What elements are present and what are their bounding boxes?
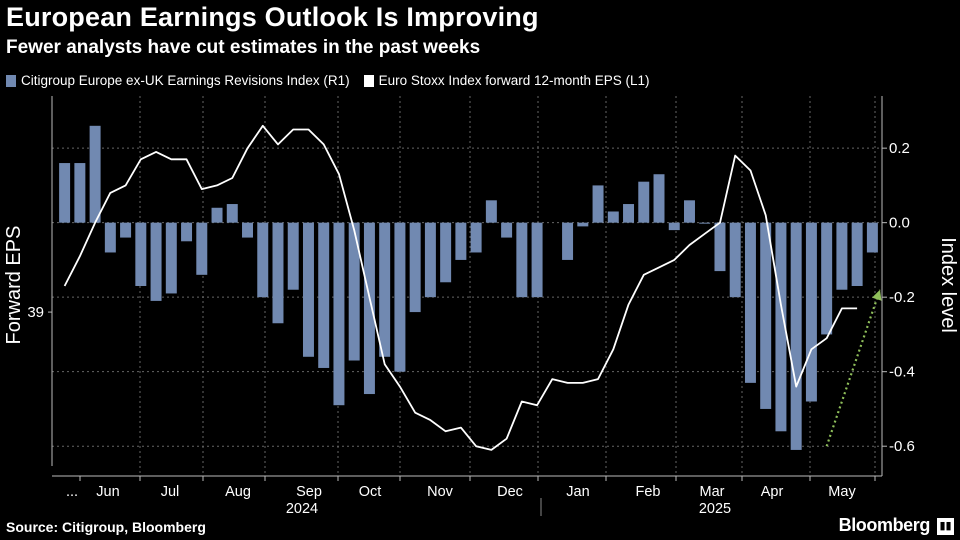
bar: [379, 222, 391, 357]
right-tick-label: -0.6: [889, 438, 915, 455]
bar: [74, 163, 86, 223]
bar: [120, 222, 132, 238]
bar: [592, 185, 604, 223]
x-tick-label: Dec: [497, 484, 523, 500]
year-label-2024: 2024: [286, 501, 318, 517]
bar: [501, 222, 513, 238]
bar: [242, 222, 253, 238]
x-tick-label: Jul: [161, 484, 180, 500]
legend-swatch-bars: [6, 74, 16, 87]
right-tick-label: -0.2: [889, 289, 915, 306]
bar: [775, 222, 787, 432]
bar: [653, 174, 665, 223]
bar: [760, 222, 772, 409]
bar: [318, 222, 330, 368]
legend-swatch-line: [363, 74, 374, 87]
left-axis-title: Forward EPS: [3, 226, 25, 345]
bar: [744, 222, 756, 383]
x-tick-label: Jan: [566, 484, 589, 500]
bar: [440, 222, 452, 283]
bar: [607, 211, 619, 223]
bar: [623, 204, 635, 223]
x-tick-label: Aug: [225, 484, 251, 500]
right-tick-label: 0.2: [889, 140, 910, 157]
bar: [455, 222, 467, 260]
bar: [790, 222, 802, 450]
bar: [181, 222, 193, 242]
x-tick-label: Feb: [636, 484, 661, 500]
bar: [333, 222, 345, 406]
bar: [348, 222, 360, 361]
legend-label-line: Euro Stoxx Index forward 12-month EPS (L…: [378, 73, 650, 88]
bar: [150, 222, 162, 301]
source-note: Source: Citigroup, Bloomberg: [6, 519, 206, 535]
bar: [714, 222, 726, 272]
bar: [104, 222, 116, 253]
x-tick-label: Nov: [427, 484, 454, 500]
bar: [638, 181, 650, 223]
right-axis-title: Index level: [937, 237, 959, 333]
trend-arrow-line: [825, 289, 882, 447]
left-tick-label: 39: [27, 304, 44, 321]
x-tick-label: May: [828, 484, 856, 500]
bar: [211, 207, 223, 223]
bar: [302, 222, 314, 357]
x-tick-label: Sep: [296, 484, 322, 500]
bar: [196, 222, 208, 275]
chart-title: European Earnings Outlook Is Improving: [6, 2, 539, 32]
bar: [531, 222, 543, 298]
x-tick-label: Apr: [761, 484, 784, 500]
bar: [287, 222, 299, 290]
bar: [851, 222, 863, 286]
bar: [684, 200, 695, 223]
bar: [821, 222, 833, 335]
bar: [485, 200, 497, 223]
eps-line: [63, 124, 858, 451]
x-tick-label: Mar: [700, 484, 725, 500]
legend-item-bars: Citigroup Europe ex-UK Earnings Revision…: [6, 73, 350, 88]
right-tick-label: 0.0: [889, 215, 910, 232]
legend-label-bars: Citigroup Europe ex-UK Earnings Revision…: [21, 73, 350, 88]
bar: [394, 222, 406, 372]
legend-item-line: Euro Stoxx Index forward 12-month EPS (L…: [363, 73, 650, 88]
bar: [165, 222, 177, 294]
x-tick-label: ...: [66, 484, 78, 500]
bloomberg-terminal-icon: ▮▮: [937, 518, 954, 535]
x-tick-label: Jun: [96, 484, 119, 500]
bar: [89, 125, 101, 223]
bar: [226, 204, 238, 223]
bar: [272, 222, 284, 324]
year-label-2025: 2025: [699, 501, 731, 517]
axes-layer: 39 0.2 0.0 -0.2 -0.4 -0.6... Jun Jul Aug Sep Oct No…: [3, 96, 959, 517]
bars-layer: [59, 125, 878, 450]
right-tick-label: -0.4: [889, 364, 915, 381]
bar: [59, 163, 71, 223]
line-layer: [63, 124, 858, 451]
bar: [562, 222, 574, 260]
bar: [866, 222, 878, 253]
bar: [668, 222, 680, 231]
bar: [729, 222, 741, 298]
bar: [699, 222, 711, 224]
bar: [409, 222, 421, 313]
bar: [516, 222, 528, 298]
chart-subtitle: Fewer analysts have cut estimates in the…: [6, 37, 481, 58]
bar: [836, 222, 848, 290]
x-tick-label: Oct: [359, 484, 382, 500]
bar: [424, 222, 436, 298]
bar: [577, 222, 589, 227]
bar: [805, 222, 817, 402]
bar: [470, 222, 482, 253]
bar: [257, 222, 269, 298]
bar: [363, 222, 375, 395]
brand-logo: Bloomberg: [838, 515, 931, 535]
bar: [135, 222, 147, 286]
annotation-layer: [825, 289, 882, 447]
trend-arrow-head: [872, 289, 882, 301]
chart-legend: Citigroup Europe ex-UK Earnings Revision…: [6, 73, 664, 88]
